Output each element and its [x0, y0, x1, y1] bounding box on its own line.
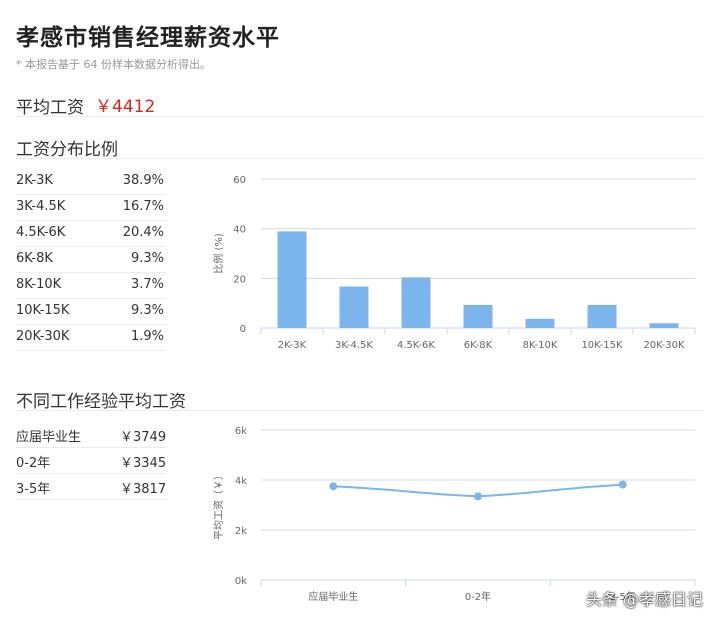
x-tick-label: 3-5年	[609, 590, 635, 603]
bar	[277, 231, 307, 328]
experience-level: 0-2年	[16, 456, 51, 471]
salary-distribution-bar-chart: 0 20 40 60 比例 (%) 2K-3K 3K-4.5K 4.5K-6K 6K-8K 8K-…	[212, 175, 696, 351]
y-tick-label: 2k	[235, 526, 247, 537]
salary-range: 20K-30K	[16, 329, 70, 344]
data-point	[618, 480, 627, 489]
distribution-row: 10K-15K 9.3%	[16, 298, 166, 325]
salary-range: 8K-10K	[16, 277, 62, 292]
x-tick-label: 应届毕业生	[308, 590, 358, 603]
distribution-row: 20K-30K 1.9%	[16, 324, 166, 351]
salary-range: 2K-3K	[16, 173, 53, 188]
x-tick-label: 8K-10K	[523, 340, 558, 351]
y-tick-label: 4k	[235, 476, 247, 487]
experience-salary-line-chart: 0k 2k 4k 6k 平均工资（￥） 应届毕业生 0-2年 3-5年	[213, 426, 696, 603]
average-salary-label: 平均工资	[16, 98, 84, 118]
x-tick-label: 4.5K-6K	[397, 340, 435, 351]
sample-note: * 本报告基于 64 份样本数据分析得出。	[16, 58, 211, 71]
distribution-section-title: 工资分布比例	[16, 140, 118, 160]
range-percent: 9.3%	[130, 251, 164, 266]
y-tick-label: 60	[233, 175, 246, 186]
experience-row: 0-2年 ￥3345	[16, 447, 166, 474]
range-percent: 9.3%	[130, 303, 164, 318]
distribution-row: 2K-3K 38.9%	[16, 168, 166, 195]
bar	[587, 304, 617, 328]
data-point	[329, 482, 338, 491]
salary-range: 6K-8K	[16, 251, 53, 266]
average-salary-value: ￥4412	[95, 97, 156, 117]
x-tick-label: 0-2年	[465, 590, 491, 603]
y-tick-label: 20	[233, 274, 246, 285]
x-tick-label: 10K-15K	[581, 340, 623, 351]
bar	[525, 318, 555, 328]
experience-row: 应届毕业生 ￥3749	[16, 421, 166, 448]
x-tick-label: 2K-3K	[278, 340, 307, 351]
divider	[16, 116, 704, 117]
bar	[463, 304, 493, 328]
x-tick-label: 20K-30K	[643, 340, 685, 351]
range-percent: 3.7%	[130, 277, 164, 292]
y-tick-label: 0	[240, 324, 246, 335]
divider	[16, 410, 704, 411]
x-tick-label: 3K-4.5K	[335, 340, 373, 351]
experience-salary: ￥3345	[120, 456, 167, 471]
experience-salary: ￥3817	[120, 482, 167, 497]
data-point	[474, 492, 482, 501]
range-percent: 20.4%	[122, 225, 164, 240]
bar	[339, 286, 369, 328]
y-axis-label: 平均工资（￥）	[213, 470, 225, 540]
watermark: 头条 @孝感日记	[585, 590, 703, 609]
y-tick-label: 6k	[235, 426, 247, 437]
distribution-row: 6K-8K 9.3%	[16, 246, 166, 273]
y-axis-label: 比例 (%)	[212, 233, 225, 274]
salary-range: 4.5K-6K	[16, 225, 66, 240]
distribution-row: 4.5K-6K 20.4%	[16, 220, 166, 247]
range-percent: 16.7%	[122, 199, 164, 214]
distribution-row: 3K-4.5K 16.7%	[16, 194, 166, 221]
bar	[401, 277, 431, 328]
experience-row: 3-5年 ￥3817	[16, 473, 166, 500]
experience-level: 应届毕业生	[16, 430, 82, 445]
page-title: 孝感市销售经理薪资水平	[16, 25, 280, 51]
range-percent: 38.9%	[122, 173, 164, 188]
y-tick-label: 0k	[235, 576, 247, 587]
range-percent: 1.9%	[130, 329, 164, 344]
divider	[16, 158, 704, 159]
y-tick-label: 40	[233, 225, 246, 236]
salary-range: 3K-4.5K	[16, 199, 66, 214]
x-tick-label: 6K-8K	[464, 340, 493, 351]
experience-salary: ￥3749	[120, 430, 167, 445]
distribution-row: 8K-10K 3.7%	[16, 272, 166, 299]
bar	[649, 323, 679, 328]
experience-section-title: 不同工作经验平均工资	[16, 392, 186, 412]
salary-range: 10K-15K	[16, 303, 70, 318]
experience-level: 3-5年	[16, 482, 51, 497]
